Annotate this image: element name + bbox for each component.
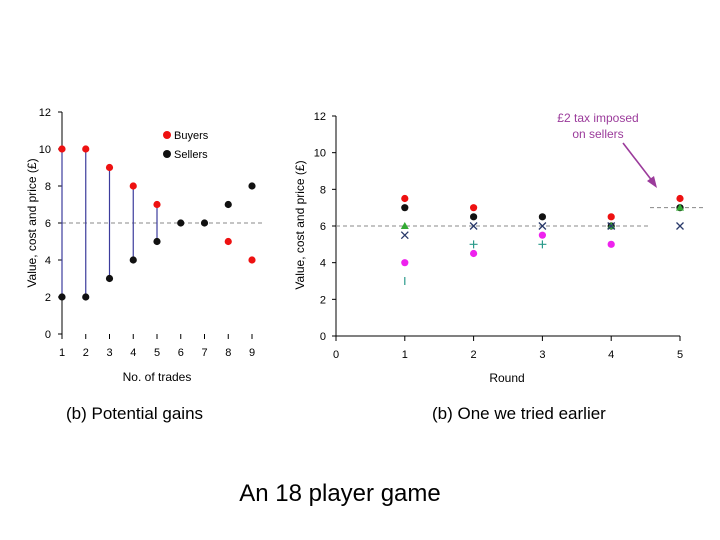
seller-point — [224, 200, 232, 209]
seller-point — [153, 237, 161, 246]
x-axis-label: No. of trades — [123, 370, 192, 384]
x-tick-label: 3 — [106, 347, 112, 359]
y-tick-label: 12 — [39, 107, 51, 119]
y-tick-label: 12 — [314, 111, 326, 123]
y-tick-label: 2 — [320, 294, 326, 306]
x-tick-label: 1 — [402, 349, 408, 361]
point-cross — [676, 222, 684, 230]
point-red — [470, 204, 478, 212]
x-tick-label: 5 — [677, 349, 683, 361]
point-magenta — [401, 259, 409, 267]
point-black — [538, 213, 547, 221]
legend-sellers-marker — [163, 150, 171, 158]
annotation-arrowhead — [647, 176, 657, 188]
y-tick-label: 6 — [45, 218, 51, 230]
x-tick-label: 7 — [201, 347, 207, 359]
x-tick-label: 4 — [608, 349, 614, 361]
legend-buyers-label: Buyers — [174, 130, 209, 142]
x-tick-label: 2 — [471, 349, 477, 361]
y-tick-label: 2 — [45, 292, 51, 304]
annotation-arrow — [622, 142, 654, 183]
point-black — [401, 204, 409, 212]
buyer-point — [82, 145, 90, 153]
legend-sellers-label: Sellers — [174, 149, 208, 161]
annotation-line-2: on sellers — [572, 127, 623, 141]
y-tick-label: 8 — [320, 184, 326, 196]
caption-tried-earlier: (b) One we tried earlier — [432, 404, 606, 423]
point-cross — [607, 222, 616, 230]
x-axis-label: Round — [489, 371, 524, 385]
point-red — [676, 194, 684, 203]
y-tick-label: 6 — [320, 221, 326, 233]
x-tick-label: 5 — [154, 347, 160, 359]
x-tick-label: 0 — [333, 349, 339, 361]
point-cross — [469, 222, 478, 230]
legend-buyers-marker — [163, 131, 171, 139]
y-tick-label: 10 — [314, 148, 326, 160]
x-tick-label: 2 — [83, 347, 89, 359]
x-tick-label: 4 — [130, 347, 136, 359]
point-black — [470, 213, 478, 221]
point-cross — [538, 222, 547, 230]
x-tick-label: 6 — [178, 347, 184, 359]
buyer-point — [153, 200, 161, 209]
buyer-point — [248, 256, 256, 264]
point-magenta — [538, 231, 547, 239]
seller-point — [200, 219, 209, 227]
point-red — [607, 213, 615, 221]
point-teal-plus — [469, 240, 478, 249]
point-green-triangle — [676, 203, 684, 211]
annotation-line-1: £2 tax imposed — [557, 111, 638, 125]
x-tick-label: 8 — [225, 347, 231, 359]
point-magenta — [470, 249, 478, 258]
seller-point — [58, 293, 66, 301]
y-tick-label: 4 — [320, 258, 326, 270]
point-cross — [400, 231, 409, 240]
seller-point — [105, 274, 114, 283]
buyer-point — [224, 237, 232, 246]
point-red — [401, 194, 409, 203]
seller-point — [248, 182, 256, 190]
slide-title: An 18 player game — [239, 480, 441, 507]
seller-point — [129, 256, 137, 264]
y-axis-label: Value, cost and price (£) — [293, 160, 307, 289]
y-axis-label: Value, cost and price (£) — [25, 158, 39, 287]
buyer-point — [129, 182, 137, 190]
y-tick-label: 0 — [320, 331, 326, 343]
seller-point — [82, 293, 90, 301]
buyer-point — [58, 145, 66, 153]
y-tick-label: 10 — [39, 144, 51, 156]
point-green-triangle — [400, 222, 409, 229]
x-tick-label: 9 — [249, 347, 255, 359]
point-magenta — [607, 240, 615, 248]
y-tick-label: 8 — [45, 181, 51, 193]
buyer-point — [105, 163, 114, 172]
seller-point — [177, 219, 185, 227]
x-tick-label: 1 — [59, 347, 65, 359]
y-tick-label: 0 — [45, 329, 51, 341]
point-teal-plus — [538, 240, 547, 249]
x-tick-label: 3 — [539, 349, 545, 361]
caption-potential-gains: (b) Potential gains — [66, 404, 204, 423]
y-tick-label: 4 — [45, 255, 51, 267]
